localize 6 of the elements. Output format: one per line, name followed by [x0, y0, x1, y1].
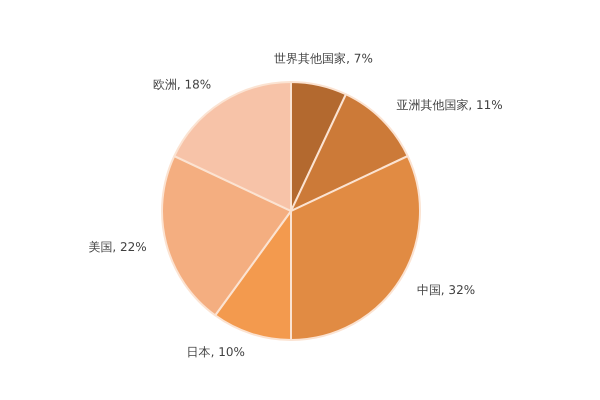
slice-label: 世界其他国家, 7% — [274, 52, 373, 66]
slice-label: 亚洲其他国家, 11% — [396, 98, 503, 112]
slice-label: 欧洲, 18% — [152, 77, 212, 92]
slice-label: 美国, 22% — [88, 240, 147, 254]
slice-label: 日本, 10% — [186, 344, 245, 359]
slice-label: 中国, 32% — [416, 282, 476, 297]
